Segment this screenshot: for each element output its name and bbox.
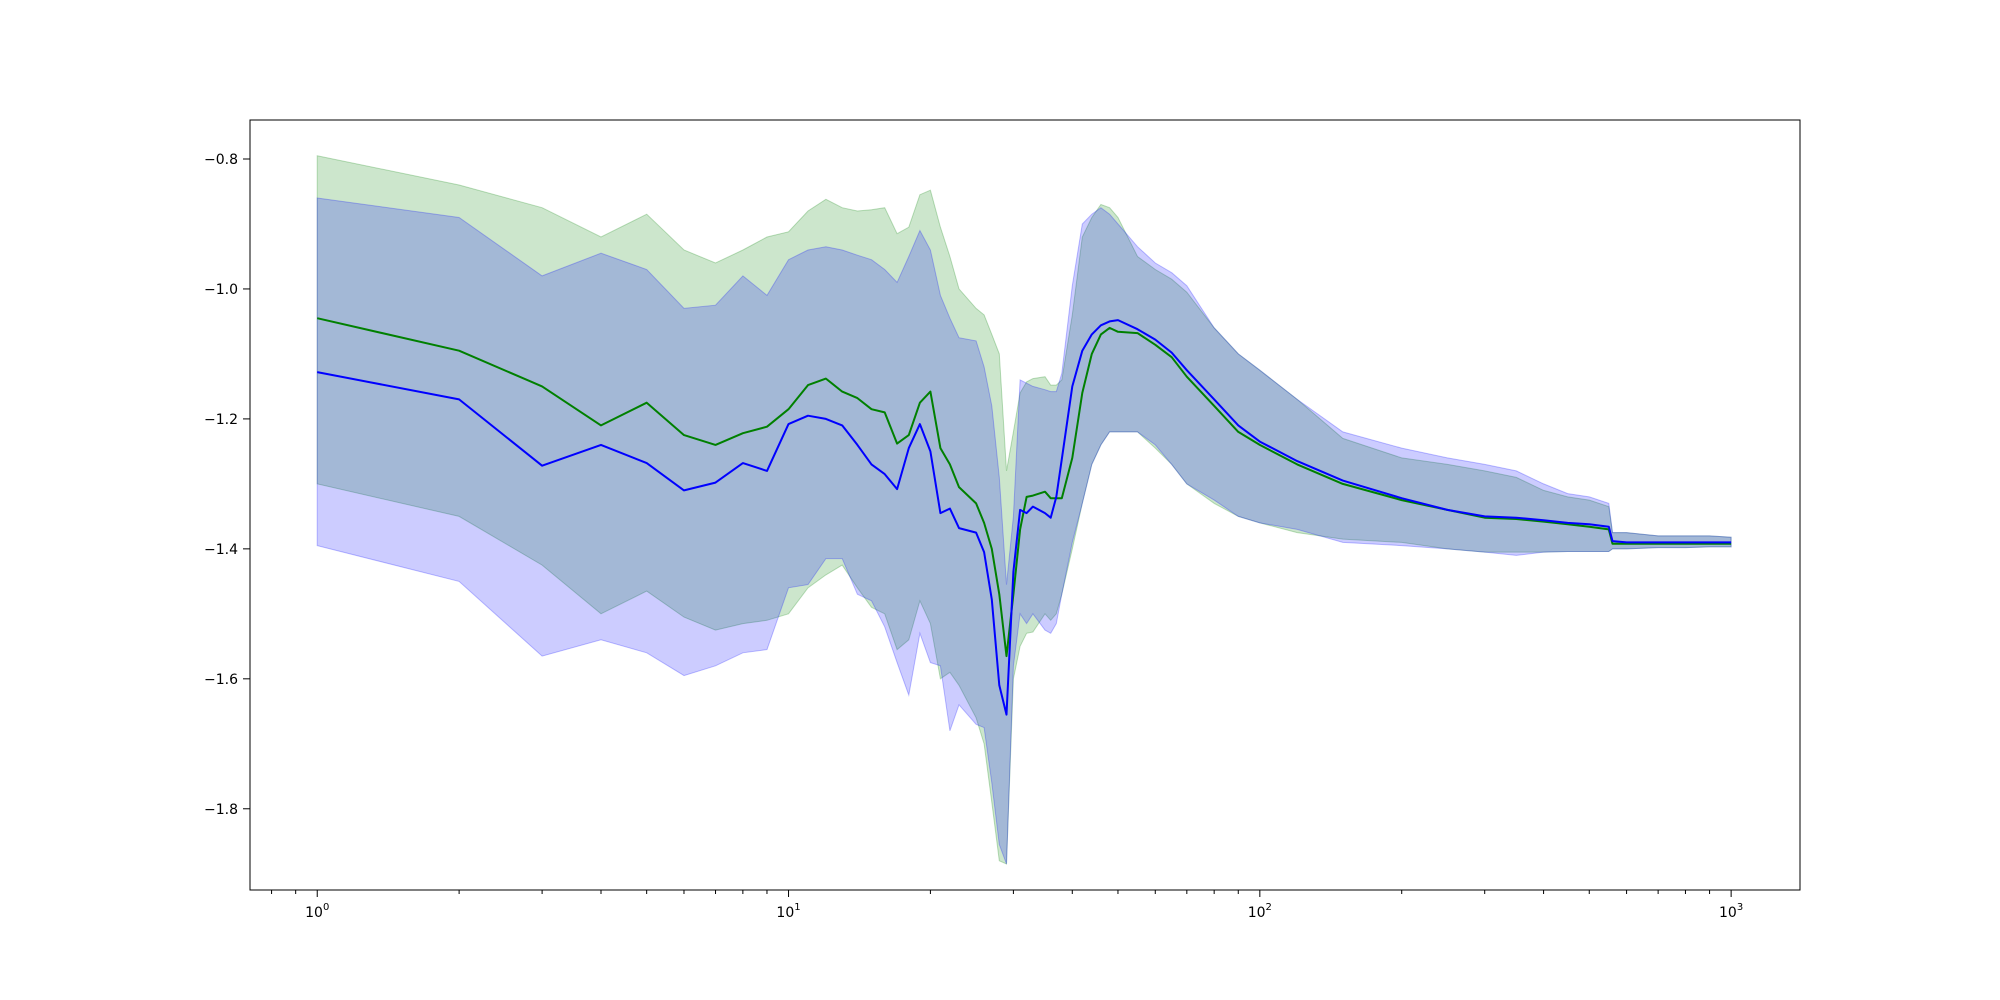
y-tick-label: −0.8 [204, 152, 238, 168]
x-tick-label: 102 [1248, 902, 1272, 921]
x-tick-label: 103 [1719, 902, 1743, 921]
x-tick-label: 101 [776, 902, 800, 921]
line-series-2 [317, 319, 1732, 716]
x-axis: 100 101 102 103 [271, 890, 1743, 921]
y-axis: −0.8 −1.0 −1.2 −1.4 −1.6 −1.8 [204, 152, 250, 818]
y-tick-label: −1.6 [204, 672, 238, 688]
y-tick-label: −1.4 [204, 542, 238, 558]
series-lines [316, 317, 1732, 716]
band-series-2 [316, 197, 1732, 865]
y-tick-label: −1.8 [204, 802, 238, 818]
y-tick-label: −1.0 [204, 282, 238, 298]
line-series-1 [316, 317, 1732, 658]
y-tick-label: −1.2 [204, 412, 238, 428]
plot-frame [249, 119, 1801, 891]
x-tick-label: 100 [305, 902, 329, 921]
